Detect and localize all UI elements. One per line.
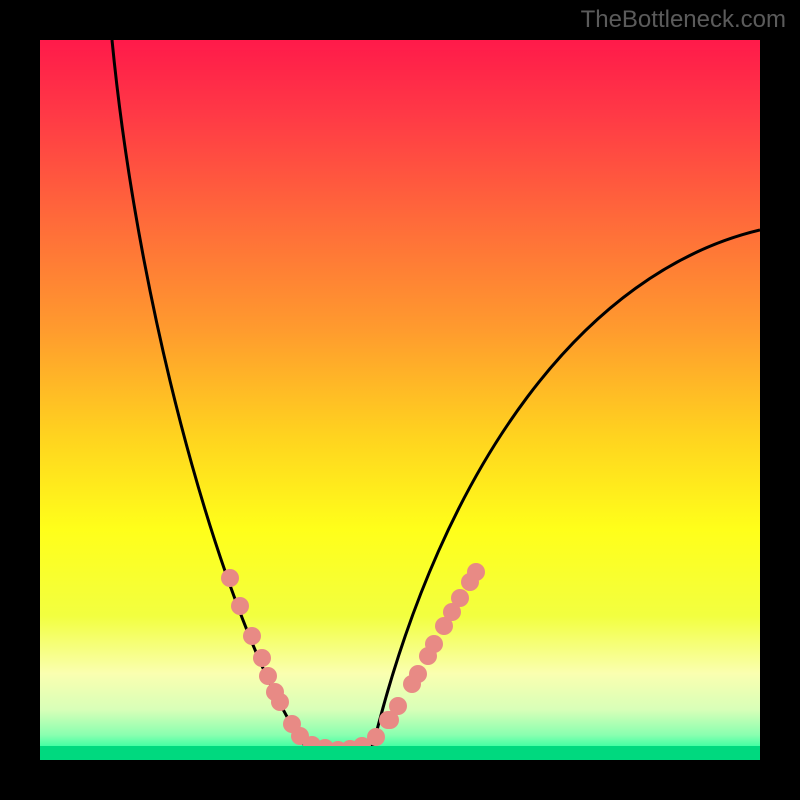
plot-area bbox=[40, 40, 760, 760]
data-dot bbox=[271, 693, 289, 711]
data-dot bbox=[253, 649, 271, 667]
right-curve bbox=[373, 230, 760, 746]
data-dot bbox=[243, 627, 261, 645]
data-dot bbox=[425, 635, 443, 653]
data-dot bbox=[259, 667, 277, 685]
left-curve bbox=[112, 40, 305, 746]
dots-group bbox=[221, 563, 485, 759]
watermark-text: TheBottleneck.com bbox=[581, 6, 786, 34]
green-strip bbox=[40, 746, 760, 760]
data-dot bbox=[409, 665, 427, 683]
chart-root: TheBottleneck.com bbox=[0, 0, 800, 800]
data-dot bbox=[389, 697, 407, 715]
data-dot bbox=[367, 728, 385, 746]
data-dot bbox=[221, 569, 239, 587]
curves-layer bbox=[40, 40, 760, 760]
data-dot bbox=[451, 589, 469, 607]
data-dot bbox=[467, 563, 485, 581]
data-dot bbox=[231, 597, 249, 615]
